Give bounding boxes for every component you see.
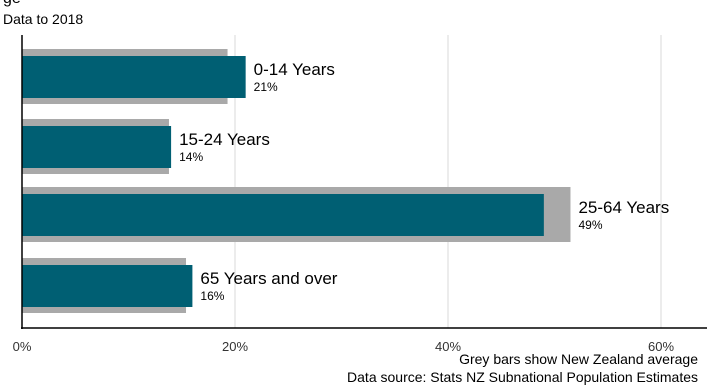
value-label: 14% [179,150,203,164]
data-source-note: Data source: Stats NZ Subnational Popula… [347,369,698,385]
value-label: 16% [200,289,224,303]
x-tick-label: 60% [648,339,674,354]
x-tick-label: 40% [435,339,461,354]
category-label: 15-24 Years [179,130,270,149]
category-label: 65 Years and over [200,269,337,288]
region-bar [22,126,172,168]
x-tick-label: 0% [13,339,32,354]
category-label: 0-14 Years [254,60,335,79]
region-bar [22,265,193,307]
nz-average-note: Grey bars show New Zealand average [459,351,698,367]
region-bar [22,194,544,236]
chart-subtitle: Data to 2018 [3,11,84,27]
value-label: 21% [254,80,278,94]
chart-title-cropped: ge [3,0,21,7]
axes: 0% 20% 40% 60% [13,35,707,354]
region-bars [22,56,544,307]
value-label: 49% [578,218,602,232]
region-bar [22,56,246,98]
category-label: 25-64 Years [578,198,669,217]
x-tick-label: 20% [222,339,248,354]
